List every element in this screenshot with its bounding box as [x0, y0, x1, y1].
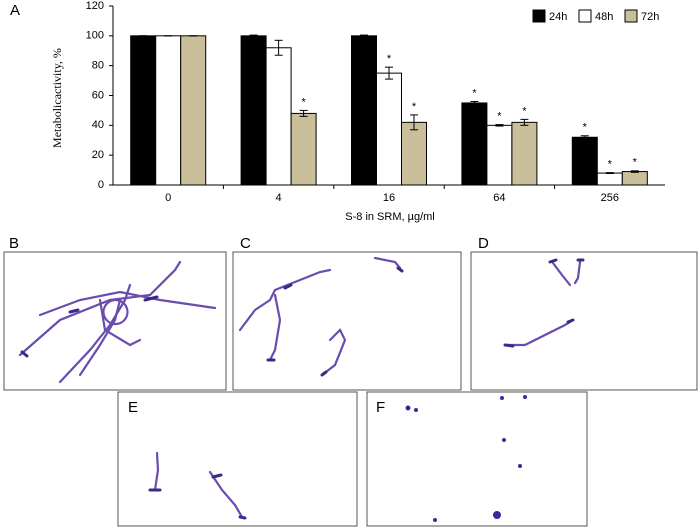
significance-marker: * [633, 157, 638, 169]
bar [130, 35, 157, 186]
bar [461, 102, 488, 186]
y-tick-label: 20 [92, 149, 104, 161]
legend-swatch [578, 9, 592, 23]
micrograph-f [405, 395, 527, 522]
legend-swatch [624, 9, 638, 23]
bar [571, 136, 598, 186]
x-axis-label: S-8 in SRM, µg/ml [345, 211, 434, 223]
micrograph-e [148, 451, 247, 520]
significance-marker: * [497, 110, 502, 122]
panel-label: B [9, 235, 19, 252]
bar [155, 35, 182, 186]
y-tick-label: 80 [92, 60, 104, 72]
significance-marker: * [387, 53, 392, 65]
significance-marker: * [583, 122, 588, 134]
legend-label: 72h [641, 11, 659, 23]
bar [265, 47, 292, 186]
significance-marker: * [301, 96, 306, 108]
y-tick-label: 0 [98, 179, 104, 191]
panel-e [117, 391, 358, 527]
bar [511, 121, 538, 186]
significance-marker: * [412, 101, 417, 113]
y-tick-label: 100 [86, 30, 104, 42]
legend-label: 24h [549, 11, 567, 23]
bar [401, 121, 427, 186]
bar [486, 124, 513, 186]
bar [596, 172, 623, 186]
bar [240, 35, 267, 186]
panel-label: F [376, 399, 385, 416]
significance-marker: * [472, 87, 477, 99]
y-tick-label: 40 [92, 119, 104, 131]
y-tick-label: 60 [92, 89, 104, 101]
micrograph-b [18, 260, 217, 384]
panel-c [232, 251, 462, 391]
y-tick-label: 120 [86, 0, 104, 12]
panel-f [366, 391, 588, 527]
bar [180, 35, 207, 186]
bar [621, 171, 648, 186]
x-tick-label: 4 [276, 192, 282, 204]
bar [290, 112, 317, 186]
panel-label: C [240, 235, 251, 252]
legend-label: 48h [595, 11, 613, 23]
micrograph-d [503, 258, 585, 348]
bar [351, 35, 377, 186]
significance-marker: * [522, 105, 527, 117]
x-tick-label: 0 [165, 192, 171, 204]
y-axis-label: Metabolicactivity, % [50, 48, 64, 148]
x-tick-label: 64 [493, 192, 505, 204]
panel-d [470, 251, 698, 391]
bar [376, 72, 402, 186]
significance-marker: * [608, 159, 613, 171]
micrograph-c [238, 256, 404, 377]
x-tick-label: 256 [601, 192, 619, 204]
legend-swatch [532, 9, 546, 23]
panel-label: E [128, 399, 138, 416]
panel-label: D [478, 235, 489, 252]
panel-label: A [10, 2, 20, 19]
x-tick-label: 16 [383, 192, 395, 204]
